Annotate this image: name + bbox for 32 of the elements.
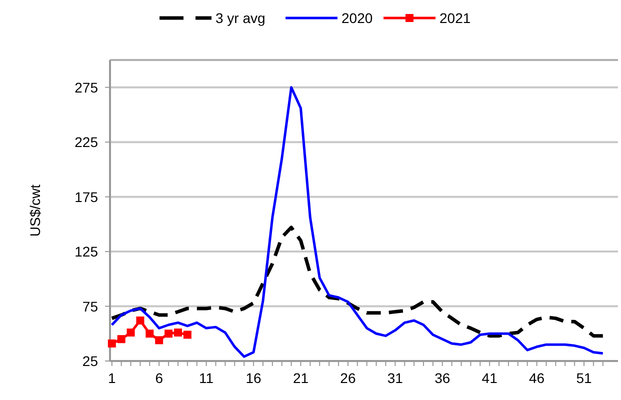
line-series bbox=[110, 226, 605, 338]
point bbox=[108, 339, 116, 348]
x-tick-label: 36 bbox=[434, 370, 450, 386]
x-tick-label: 21 bbox=[292, 370, 309, 386]
y-tick-label: 75 bbox=[82, 298, 98, 314]
y-tick-label: 275 bbox=[74, 79, 98, 96]
legend-label: 2021 bbox=[440, 10, 471, 26]
legend-label: 2020 bbox=[342, 10, 373, 26]
point bbox=[183, 330, 192, 339]
y-axis-title: US$/cwt bbox=[27, 184, 43, 237]
point bbox=[155, 336, 164, 344]
y-tick-label: 175 bbox=[74, 188, 98, 205]
y-tick-label: 25 bbox=[82, 353, 98, 369]
x-tick-label: 31 bbox=[387, 370, 404, 386]
point bbox=[174, 328, 182, 337]
x-tick-label: 41 bbox=[482, 370, 498, 386]
point bbox=[164, 330, 173, 338]
y-tick-label: 225 bbox=[74, 134, 98, 150]
x-tick-label: 1 bbox=[108, 370, 116, 386]
x-tick-label: 26 bbox=[340, 370, 356, 386]
line-series bbox=[110, 86, 604, 358]
legend-label: 3 yr avg bbox=[216, 10, 266, 26]
x-tick-label: 16 bbox=[246, 370, 262, 386]
x-tick-label: 46 bbox=[529, 370, 545, 386]
point bbox=[126, 328, 135, 337]
y-tick-label: 125 bbox=[74, 244, 98, 260]
x-tick-label: 6 bbox=[155, 370, 164, 386]
point bbox=[136, 316, 144, 324]
x-tick-label: 11 bbox=[199, 370, 214, 386]
point bbox=[117, 335, 126, 344]
point bbox=[146, 330, 154, 338]
x-tick-label: 51 bbox=[576, 370, 592, 386]
